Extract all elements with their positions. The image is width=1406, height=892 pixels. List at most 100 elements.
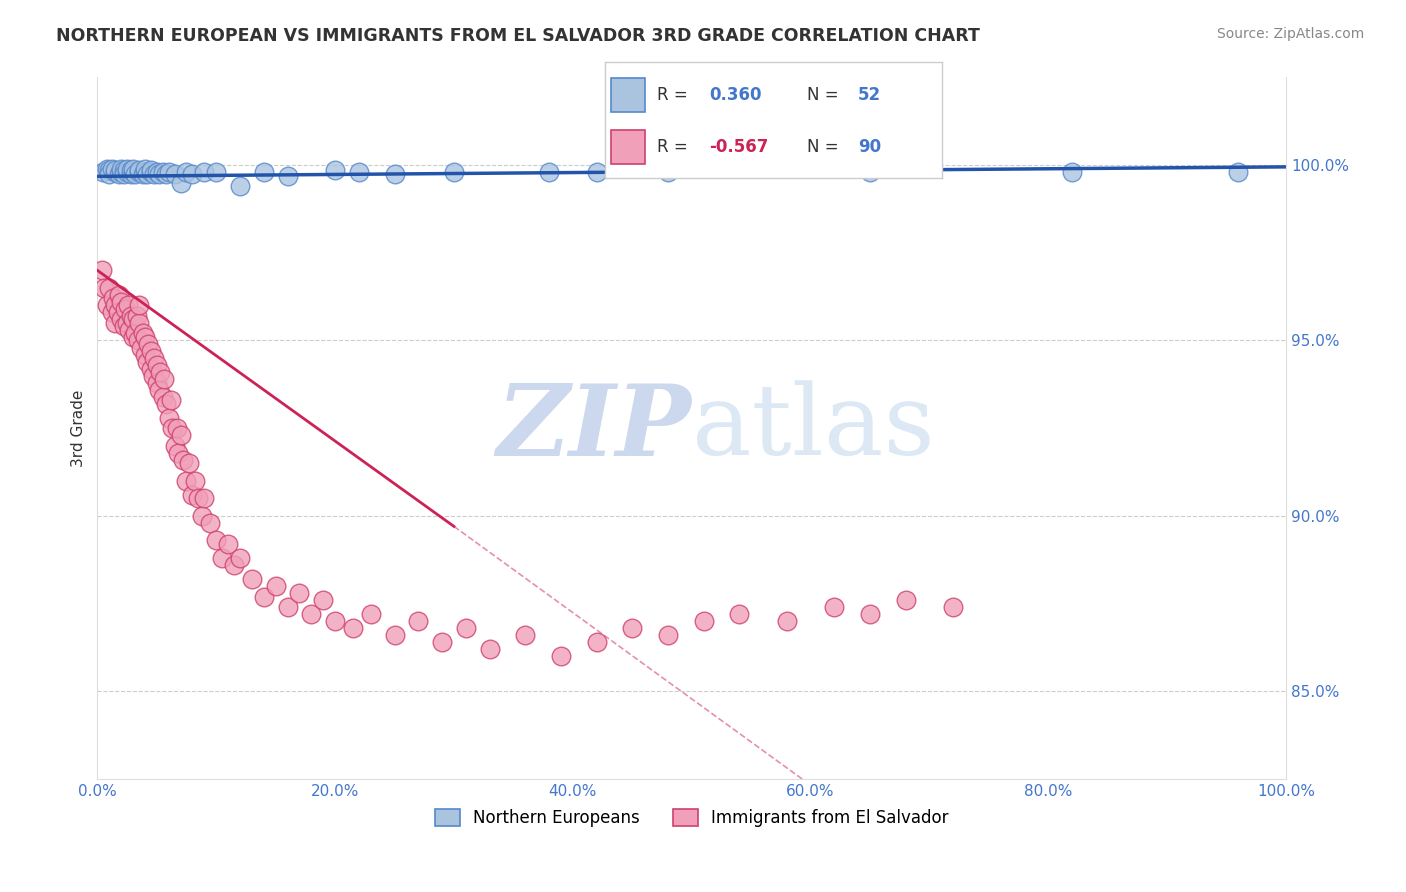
Point	[107, 305, 129, 319]
Point	[110, 294, 132, 309]
Text: R =: R =	[657, 86, 693, 103]
Point	[155, 396, 177, 410]
Point	[585, 635, 607, 649]
Point	[100, 161, 122, 176]
Point	[153, 372, 176, 386]
Point	[181, 488, 204, 502]
Point	[136, 167, 159, 181]
Point	[253, 165, 276, 179]
Point	[823, 600, 845, 615]
Point	[205, 533, 228, 548]
Point	[184, 474, 207, 488]
Point	[181, 167, 204, 181]
Point	[728, 607, 751, 621]
Point	[621, 621, 644, 635]
Point	[115, 316, 138, 330]
Point	[139, 344, 162, 359]
Point	[128, 163, 150, 178]
Point	[776, 614, 799, 628]
Point	[657, 628, 679, 642]
Point	[127, 334, 149, 348]
Point	[120, 167, 142, 181]
Text: -0.567: -0.567	[709, 138, 769, 156]
Point	[91, 263, 114, 277]
Point	[96, 298, 118, 312]
Point	[112, 319, 135, 334]
Point	[146, 376, 169, 390]
Point	[384, 628, 406, 642]
Text: Source: ZipAtlas.com: Source: ZipAtlas.com	[1216, 27, 1364, 41]
Point	[134, 165, 156, 179]
Point	[118, 323, 141, 337]
Point	[131, 341, 153, 355]
Point	[100, 305, 122, 319]
Point	[177, 456, 200, 470]
Point	[117, 298, 139, 312]
Bar	[612, 78, 645, 112]
Point	[124, 167, 146, 181]
Point	[98, 167, 121, 181]
Point	[142, 368, 165, 383]
Point	[160, 393, 183, 408]
Point	[169, 176, 191, 190]
Point	[657, 165, 679, 179]
Point	[148, 167, 170, 181]
Point	[193, 165, 215, 179]
Point	[347, 165, 370, 179]
Point	[240, 572, 263, 586]
Point	[122, 330, 145, 344]
Point	[176, 474, 198, 488]
Point	[107, 288, 129, 302]
Point	[443, 165, 465, 179]
Point	[152, 165, 174, 179]
Point	[288, 586, 311, 600]
Point	[163, 167, 186, 181]
Point	[124, 326, 146, 341]
Point	[146, 165, 169, 179]
Point	[163, 439, 186, 453]
Point	[172, 452, 194, 467]
Point	[277, 169, 299, 183]
Point	[146, 358, 169, 372]
Point	[942, 600, 965, 615]
Point	[277, 600, 299, 615]
Text: ZIP: ZIP	[496, 380, 692, 476]
Point	[253, 590, 276, 604]
Point	[1227, 165, 1250, 179]
Point	[98, 281, 121, 295]
Point	[187, 491, 209, 506]
Point	[176, 165, 198, 179]
Point	[134, 161, 156, 176]
Point	[191, 508, 214, 523]
Bar	[612, 129, 645, 164]
Point	[139, 361, 162, 376]
Text: 0.360: 0.360	[709, 86, 762, 103]
Text: NORTHERN EUROPEAN VS IMMIGRANTS FROM EL SALVADOR 3RD GRADE CORRELATION CHART: NORTHERN EUROPEAN VS IMMIGRANTS FROM EL …	[56, 27, 980, 45]
Point	[110, 165, 132, 179]
Point	[342, 621, 364, 635]
Point	[211, 551, 233, 566]
Point	[1060, 165, 1083, 179]
Point	[120, 309, 142, 323]
Point	[167, 446, 190, 460]
Point	[128, 316, 150, 330]
Point	[200, 516, 222, 530]
Point	[384, 167, 406, 181]
Point	[112, 167, 135, 181]
Point	[104, 163, 127, 178]
Point	[149, 365, 172, 379]
Point	[122, 312, 145, 326]
Point	[122, 161, 145, 176]
Point	[537, 165, 560, 179]
Point	[406, 614, 429, 628]
Point	[128, 165, 150, 179]
Point	[160, 421, 183, 435]
Point	[101, 292, 124, 306]
Point	[166, 421, 188, 435]
Point	[112, 163, 135, 178]
Point	[114, 301, 136, 316]
Point	[155, 167, 177, 181]
Text: N =: N =	[807, 86, 844, 103]
Point	[229, 551, 252, 566]
Point	[91, 165, 114, 179]
